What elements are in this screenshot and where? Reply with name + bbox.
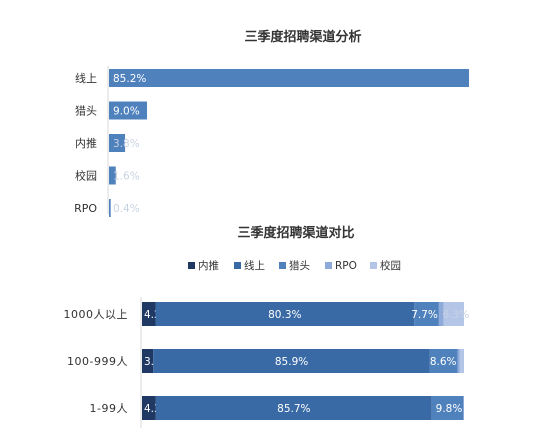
chart1-data-label: 85.2% (113, 73, 146, 85)
chart2-bar-segment (155, 302, 415, 326)
chart2-bar-segment (438, 302, 444, 326)
chart1-data-label: 0.4% (113, 203, 140, 215)
legend-swatch (325, 262, 332, 269)
legend-swatch (370, 262, 377, 269)
chart2-title: 三季度招聘渠道对比 (237, 225, 354, 241)
chart2-bar-segment (431, 396, 464, 420)
chart2-data-label: 7.7% (411, 309, 438, 321)
chart2-data-label: 85.7% (277, 403, 310, 415)
chart1-title: 三季度招聘渠道分析 (244, 29, 361, 45)
legend-label: 猎头 (289, 259, 310, 272)
chart2-data-label: 85.9% (275, 356, 308, 368)
chart2-data-label: 9.8% (436, 403, 463, 415)
chart2-bar-segment (463, 396, 464, 420)
chart2-bar-segment (155, 396, 432, 420)
legend-swatch (279, 262, 286, 269)
chart2-legend: 内推 线上 猎头 RPO 校园 (188, 259, 401, 272)
chart1-category-label: 猎头 (75, 104, 97, 118)
chart2-bar-segment (429, 349, 458, 373)
chart2-data-label: 80.3% (268, 309, 301, 321)
chart2-bar-segment (142, 302, 156, 326)
chart2-bar-segment (142, 349, 154, 373)
chart1-category-label: RPO (74, 202, 97, 215)
chart1-data-label: 3.8% (113, 138, 140, 150)
chart2-bar-segment (414, 302, 439, 326)
chart1-bar (109, 134, 126, 152)
chart2-bar-segment (443, 302, 464, 326)
chart1-category-label: 线上 (75, 71, 97, 85)
legend-label: RPO (335, 260, 357, 272)
chart1-bar (109, 69, 469, 87)
chart2-bar-segment (459, 349, 464, 373)
chart2-data-label: 6.3% (443, 309, 470, 321)
legend-label: 内推 (198, 259, 219, 272)
chart2-bar-segment (457, 349, 460, 373)
chart2-category-label: 100-999人 (67, 355, 128, 368)
chart1-data-label: 9.0% (113, 106, 140, 118)
legend-label: 线上 (244, 259, 265, 272)
legend-swatch (234, 262, 241, 269)
chart2-category-label: 1-99人 (90, 402, 128, 415)
chart2-bar-segment (142, 396, 156, 420)
chart1-bar (109, 199, 111, 217)
chart1-data-label: 1.6% (113, 171, 140, 183)
chart2-category-label: 1000人以上 (64, 308, 129, 321)
legend-swatch (188, 262, 195, 269)
chart2-plot: 1000人以上4.2%80.3%7.7%6.3%100-999人3.5%85.9… (64, 302, 470, 420)
chart1-bar (109, 166, 116, 185)
legend-label: 校园 (380, 259, 401, 272)
chart2-data-label: 8.6% (430, 356, 457, 368)
chart2-bar-segment (153, 349, 430, 373)
chart1-category-label: 校园 (75, 169, 97, 183)
chart1-bar (109, 101, 148, 120)
chart1-category-label: 内推 (75, 136, 97, 150)
chart1-plot: 线上 85.2% 猎头 9.0% 内推 3.8% 校园 1.6% RPO 0.4% (74, 69, 469, 217)
